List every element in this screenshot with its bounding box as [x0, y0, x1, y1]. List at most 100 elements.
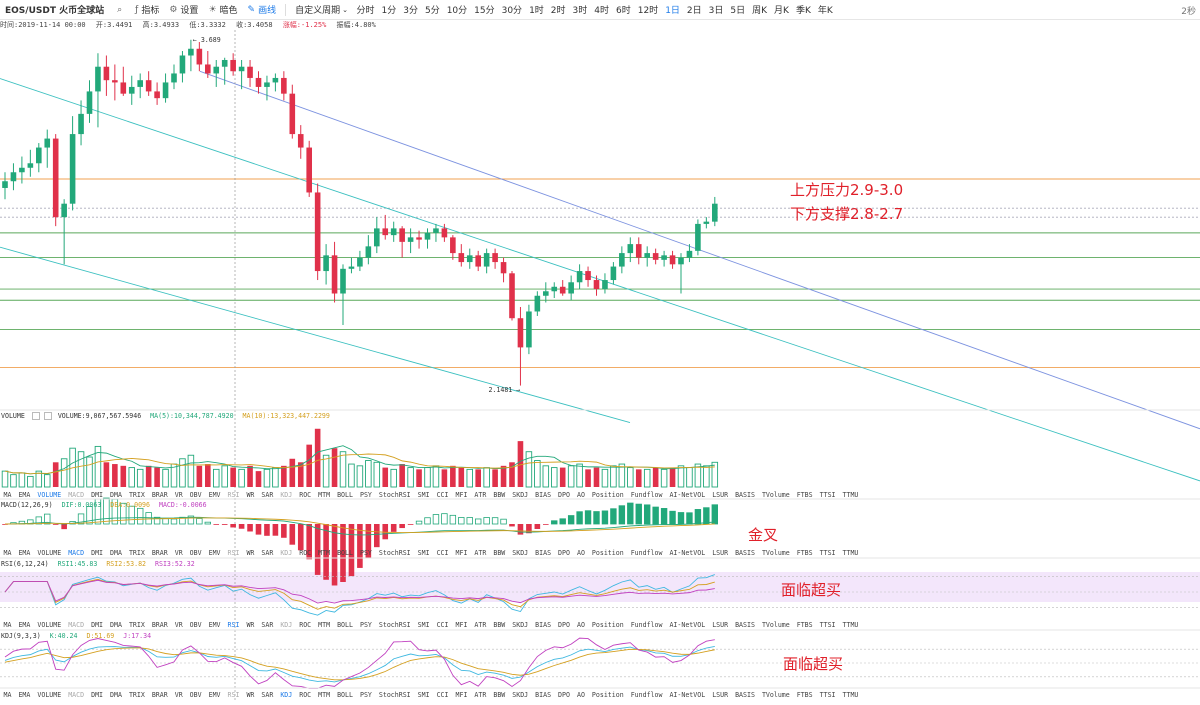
- indicator-tab-ao[interactable]: AO: [576, 549, 585, 557]
- indicator-tab-cci[interactable]: CCI: [436, 621, 449, 629]
- indicator-tab-kdj[interactable]: KDJ: [280, 491, 293, 499]
- indicator-tab-skdj[interactable]: SKDJ: [512, 549, 529, 557]
- panel-close-box[interactable]: [43, 412, 52, 420]
- indicator-tab-ttsi[interactable]: TTSI: [819, 491, 836, 499]
- period-14[interactable]: 2日: [686, 6, 702, 16]
- period-3[interactable]: 5分: [424, 6, 440, 16]
- indicator-tab-fundflow[interactable]: Fundflow: [630, 621, 663, 629]
- indicator-tab-wr[interactable]: WR: [246, 491, 255, 499]
- indicator-tab-trix[interactable]: TRIX: [128, 549, 145, 557]
- symbol-title[interactable]: EOS/USDT 火币全球站: [5, 6, 105, 16]
- indicator-tab-ftbs[interactable]: FTBS: [796, 491, 813, 499]
- indicator-tab-ftbs[interactable]: FTBS: [796, 549, 813, 557]
- indicator-tab-dmi[interactable]: DMI: [91, 549, 104, 557]
- custom-period-dropdown[interactable]: 自定义周期 ⌄: [290, 3, 353, 17]
- indicator-tab-cci[interactable]: CCI: [436, 549, 449, 557]
- indicator-tab-ma[interactable]: MA: [3, 549, 12, 557]
- panel-settings-box[interactable]: [31, 412, 40, 420]
- indicator-tab-dma[interactable]: DMA: [110, 491, 122, 499]
- indicator-tab-ao[interactable]: AO: [576, 621, 585, 629]
- indicator-tab-ftbs[interactable]: FTBS: [796, 621, 813, 629]
- indicator-tab-bbw[interactable]: BBW: [493, 691, 506, 699]
- indicator-tab-wr[interactable]: WR: [246, 691, 255, 699]
- indicator-tab-basis[interactable]: BASIS: [735, 491, 755, 499]
- indicator-tab-lsur[interactable]: LSUR: [712, 621, 729, 629]
- indicator-tab-brar[interactable]: BRAR: [151, 549, 168, 557]
- period-9[interactable]: 3时: [572, 6, 588, 16]
- period-0[interactable]: 分时: [356, 6, 375, 16]
- indicator-tab-ema[interactable]: EMA: [18, 621, 31, 629]
- indicator-tab-boll[interactable]: BOLL: [337, 549, 353, 557]
- indicator-tab-skdj[interactable]: SKDJ: [512, 491, 529, 499]
- indicator-tab-ftbs[interactable]: FTBS: [796, 691, 813, 699]
- indicator-tab-psy[interactable]: PSY: [359, 691, 372, 699]
- period-2[interactable]: 3分: [403, 6, 418, 16]
- indicator-tab-skdj[interactable]: SKDJ: [512, 691, 529, 699]
- indicator-tab-vr[interactable]: VR: [174, 491, 183, 499]
- indicator-tab-ai-netvol[interactable]: AI-NetVOL: [669, 621, 706, 629]
- draw-line-button[interactable]: ✎ 画线: [243, 3, 282, 17]
- indicator-tab-mfi[interactable]: MFI: [455, 491, 468, 499]
- indicator-tab-bias[interactable]: BIAS: [535, 691, 552, 699]
- indicator-tab-ttmu[interactable]: TTMU: [842, 549, 859, 557]
- indicator-tab-volume[interactable]: VOLUME: [37, 621, 62, 629]
- period-4[interactable]: 10分: [446, 6, 468, 16]
- indicator-tab-ai-netvol[interactable]: AI-NetVOL: [669, 491, 706, 499]
- indicator-tab-sar[interactable]: SAR: [261, 549, 274, 557]
- indicator-tab-mfi[interactable]: MFI: [455, 691, 468, 699]
- period-12[interactable]: 12时: [637, 6, 659, 16]
- indicator-tab-ma[interactable]: MA: [3, 621, 12, 629]
- indicator-tab-trix[interactable]: TRIX: [128, 621, 145, 629]
- indicator-tab-stochrsi[interactable]: StochRSI: [378, 491, 411, 499]
- indicator-button[interactable]: ƒ 指标: [130, 3, 164, 17]
- period-10[interactable]: 4时: [594, 6, 609, 16]
- indicator-tab-smi[interactable]: SMI: [417, 549, 430, 557]
- indicator-tab-position[interactable]: Position: [591, 691, 624, 699]
- indicator-tab-dmi[interactable]: DMI: [91, 691, 104, 699]
- indicator-tab-brar[interactable]: BRAR: [151, 621, 168, 629]
- indicator-tab-macd[interactable]: MACD: [68, 549, 85, 557]
- indicator-tab-dma[interactable]: DMA: [110, 549, 122, 557]
- indicator-tab-cci[interactable]: CCI: [436, 491, 449, 499]
- indicator-tab-emv[interactable]: EMV: [208, 691, 221, 699]
- indicator-tab-dmi[interactable]: DMI: [91, 491, 104, 499]
- indicator-tab-mtm[interactable]: MTM: [318, 691, 331, 699]
- indicator-tab-volume[interactable]: VOLUME: [37, 549, 62, 557]
- indicator-tab-tvolume[interactable]: TVolume: [761, 691, 790, 699]
- indicator-tab-bbw[interactable]: BBW: [493, 549, 506, 557]
- indicator-tab-ao[interactable]: AO: [576, 491, 585, 499]
- indicator-tab-mtm[interactable]: MTM: [318, 621, 331, 629]
- period-7[interactable]: 1时: [529, 6, 544, 16]
- indicator-tab-ttmu[interactable]: TTMU: [842, 691, 859, 699]
- indicator-tab-macd[interactable]: MACD: [68, 691, 85, 699]
- indicator-tab-atr[interactable]: ATR: [474, 491, 487, 499]
- period-20[interactable]: 年K: [817, 6, 833, 16]
- indicator-tab-rsi[interactable]: RSI: [227, 549, 240, 557]
- indicator-tab-emv[interactable]: EMV: [208, 621, 221, 629]
- indicator-tab-dpo[interactable]: DPO: [558, 691, 570, 699]
- indicator-tab-ema[interactable]: EMA: [18, 549, 31, 557]
- indicator-tab-basis[interactable]: BASIS: [735, 621, 755, 629]
- dark-mode-button[interactable]: ☀ 暗色: [203, 3, 242, 17]
- indicator-tab-rsi[interactable]: RSI: [227, 691, 240, 699]
- indicator-tab-ttmu[interactable]: TTMU: [842, 621, 859, 629]
- indicator-tab-atr[interactable]: ATR: [474, 621, 487, 629]
- indicator-tab-volume[interactable]: VOLUME: [37, 491, 62, 499]
- indicator-tab-lsur[interactable]: LSUR: [712, 491, 729, 499]
- indicator-tab-cci[interactable]: CCI: [436, 691, 449, 699]
- indicator-tab-roc[interactable]: ROC: [299, 691, 312, 699]
- indicator-tab-stochrsi[interactable]: StochRSI: [378, 621, 411, 629]
- indicator-tab-wr[interactable]: WR: [246, 621, 255, 629]
- period-19[interactable]: 季K: [795, 6, 811, 16]
- period-6[interactable]: 30分: [501, 6, 523, 16]
- indicator-tab-emv[interactable]: EMV: [208, 491, 221, 499]
- indicator-tab-ttsi[interactable]: TTSI: [819, 549, 836, 557]
- indicator-tab-trix[interactable]: TRIX: [128, 691, 145, 699]
- indicator-tab-dpo[interactable]: DPO: [558, 491, 570, 499]
- indicator-tab-volume[interactable]: VOLUME: [37, 691, 62, 699]
- indicator-tab-roc[interactable]: ROC: [299, 621, 312, 629]
- indicator-tab-wr[interactable]: WR: [246, 549, 255, 557]
- indicator-tab-position[interactable]: Position: [591, 491, 624, 499]
- indicator-tab-vr[interactable]: VR: [174, 621, 183, 629]
- indicator-tab-mfi[interactable]: MFI: [455, 549, 468, 557]
